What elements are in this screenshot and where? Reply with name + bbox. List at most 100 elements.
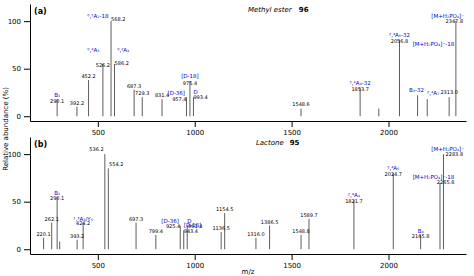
peak-annotation: 1821.7 bbox=[345, 198, 363, 204]
peak bbox=[142, 97, 143, 116]
panel: 500100015002000050100220.1262.1B₁290.139… bbox=[8, 138, 467, 276]
peak-annotation: [M+H₂PO₄]⁻-18 bbox=[413, 41, 455, 47]
x-tick: 500 bbox=[92, 121, 105, 137]
structure-number: 96 bbox=[299, 6, 309, 14]
peak-annotation: 697.3 bbox=[129, 216, 143, 222]
peak-annotation: 1316.0 bbox=[247, 231, 265, 237]
peak bbox=[301, 109, 302, 117]
peak bbox=[111, 21, 112, 116]
chart-svg: 500100015002000050100B₁290.1392.2452.2⁰,… bbox=[0, 0, 474, 276]
peak-annotation: 392.2 bbox=[70, 100, 84, 106]
peak-annotation: [D-18] bbox=[181, 73, 199, 79]
peak-annotation: 1386.5 bbox=[261, 219, 279, 225]
panel-label: (a) bbox=[34, 7, 47, 16]
x-tick-mark bbox=[98, 254, 99, 260]
y-tick-label: 100 bbox=[8, 18, 21, 26]
x-tick: 2000 bbox=[380, 254, 398, 270]
peak-annotation: ⁰,⁴A₃ bbox=[87, 47, 99, 53]
x-tick: 500 bbox=[92, 254, 105, 270]
y-tick-label: 100 bbox=[8, 151, 21, 159]
peak bbox=[51, 223, 52, 250]
peak bbox=[427, 99, 428, 116]
peak bbox=[455, 21, 456, 116]
peak-annotation: 290.1 bbox=[50, 195, 64, 201]
peak bbox=[417, 95, 418, 116]
peak bbox=[136, 223, 137, 250]
x-axis-line bbox=[31, 254, 467, 255]
peak-annotation: 1154.5 bbox=[216, 206, 234, 212]
peak bbox=[59, 242, 60, 250]
peak-annotation: ²,⁴A₇ bbox=[427, 90, 439, 96]
y-tick: 50 bbox=[12, 198, 30, 206]
peak bbox=[189, 81, 190, 116]
peak-annotation: 799.4 bbox=[149, 228, 163, 234]
peak-annotation: 2283.8 bbox=[446, 151, 464, 157]
peak bbox=[269, 225, 270, 249]
x-tick-mark bbox=[388, 254, 389, 260]
peak-annotation: 1136.5 bbox=[212, 225, 230, 231]
peaks bbox=[57, 21, 456, 116]
peak bbox=[104, 154, 105, 249]
x-axis: 500 1000 1500 2000 bbox=[31, 121, 467, 137]
y-tick-label: 50 bbox=[12, 198, 21, 206]
peak bbox=[255, 238, 256, 249]
peak-annotation: ⁰,²A₃ bbox=[117, 47, 129, 53]
peak-annotation: 2165.8 bbox=[412, 233, 430, 239]
x-tick: 1000 bbox=[186, 254, 204, 270]
peak-annotation: 729.3 bbox=[135, 90, 149, 96]
peak-annotation: 536.2 bbox=[89, 146, 103, 152]
peak bbox=[155, 235, 156, 249]
peak-annotation: 424.2 bbox=[76, 220, 90, 226]
panel-title: Lactone bbox=[256, 139, 284, 147]
peak-annotation: 393.2 bbox=[70, 233, 84, 239]
y-tick: 100 bbox=[8, 151, 30, 159]
x-tick-label: 1000 bbox=[186, 129, 204, 137]
x-tick-label: 1500 bbox=[283, 129, 301, 137]
y-tick-mark bbox=[24, 202, 30, 203]
peak bbox=[102, 64, 103, 116]
y-tick: 0 bbox=[17, 246, 30, 254]
x-tick-label: 500 bbox=[92, 129, 105, 137]
structure-number: 95 bbox=[290, 139, 300, 147]
x-tick-mark bbox=[292, 121, 293, 127]
peak-annotation: 961.4 bbox=[188, 223, 202, 229]
peak-annotation: 2313.0 bbox=[440, 89, 458, 95]
x-tick: 1000 bbox=[186, 121, 204, 137]
peak-annotation: 1548.6 bbox=[292, 101, 310, 107]
y-tick-label: 50 bbox=[12, 65, 21, 73]
x-tick-label: 500 bbox=[92, 262, 105, 270]
panel-title: Methyl ester bbox=[248, 6, 293, 14]
peak-annotation: ⁰,²A₂-18 bbox=[87, 13, 109, 19]
y-axis: 0 50 100 bbox=[8, 138, 31, 255]
x-tick-label: 2000 bbox=[380, 262, 398, 270]
panel: 500 1000 1500 2000 0 50 100 B₁290.1392.2452.2⁰,… bbox=[8, 5, 467, 137]
peak bbox=[378, 109, 379, 117]
x-tick-mark bbox=[195, 254, 196, 260]
y-tick: 50 bbox=[12, 65, 30, 73]
peak-annotation: 993.4 bbox=[193, 94, 207, 100]
x-tick: 1500 bbox=[283, 121, 301, 137]
x-tick-mark bbox=[195, 121, 196, 127]
y-tick-mark bbox=[24, 69, 30, 70]
y-tick-mark bbox=[24, 116, 30, 117]
peak bbox=[162, 99, 163, 116]
y-tick-mark bbox=[24, 21, 30, 22]
peak-annotation: 568.2 bbox=[111, 16, 125, 22]
peak-annotation: 2056.8 bbox=[391, 38, 409, 44]
peak-annotation: 220.1 bbox=[36, 231, 50, 237]
annotations: B₁290.1392.2452.2⁰,⁴A₃526.2⁰,²A₂-18568.2… bbox=[50, 13, 464, 107]
annotations: 220.1262.1B₁290.1393.2¹,³A₃/Y₅424.2536.2… bbox=[36, 146, 464, 239]
peak bbox=[88, 80, 89, 116]
panel-label: (b) bbox=[34, 140, 47, 149]
peak bbox=[108, 168, 109, 249]
y-tick-label: 0 bbox=[17, 246, 21, 254]
x-axis-title: m/z bbox=[242, 268, 255, 276]
peak bbox=[77, 240, 78, 250]
y-tick-label: 0 bbox=[17, 113, 21, 121]
peak-annotation: 262.1 bbox=[45, 216, 59, 222]
peak bbox=[393, 173, 394, 249]
peak bbox=[353, 200, 354, 249]
peak bbox=[43, 238, 44, 249]
x-tick-label: 2000 bbox=[380, 129, 398, 137]
peak-annotation: 2265.8 bbox=[437, 179, 455, 185]
